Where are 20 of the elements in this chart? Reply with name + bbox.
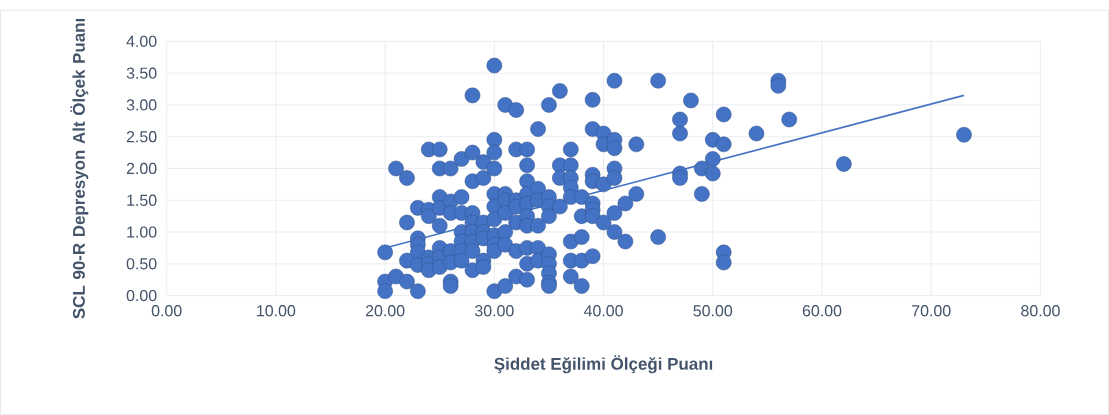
x-tick-label: 20.00: [365, 305, 405, 317]
y-tick-label: 3.00: [126, 99, 157, 111]
y-tick-label: 1.50: [127, 194, 157, 206]
y-tick-label: 4.00: [126, 35, 157, 47]
y-tick-label: 0.00: [126, 289, 157, 302]
x-axis-title: Şiddet Eğilimi Ölçeği Puanı: [494, 355, 713, 374]
y-axis-title: SCL 90-R Depresyon Alt Ölçek Puanı: [70, 18, 89, 319]
x-tick-label: 50.00: [693, 305, 733, 317]
x-tick-label: 0.00: [151, 305, 182, 317]
x-tick-label: 80.00: [1021, 305, 1060, 317]
x-tick-label: 40.00: [583, 305, 623, 317]
y-tick-label: 1.00: [127, 226, 157, 238]
x-tick-label: 60.00: [802, 305, 842, 317]
y-tick-label: 2.00: [126, 162, 157, 175]
x-tick-label: 30.00: [474, 305, 514, 317]
y-tick-label: 3.50: [126, 67, 157, 79]
y-tick-label: 0.50: [126, 258, 157, 270]
x-tick-label: 10.00: [257, 305, 296, 317]
y-tick-label: 2.50: [126, 130, 157, 143]
x-tick-label: 70.00: [912, 305, 951, 317]
